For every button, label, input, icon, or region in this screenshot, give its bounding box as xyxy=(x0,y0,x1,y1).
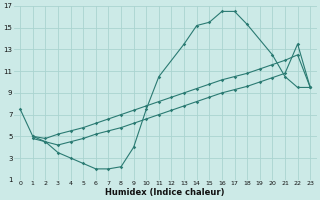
X-axis label: Humidex (Indice chaleur): Humidex (Indice chaleur) xyxy=(106,188,225,197)
